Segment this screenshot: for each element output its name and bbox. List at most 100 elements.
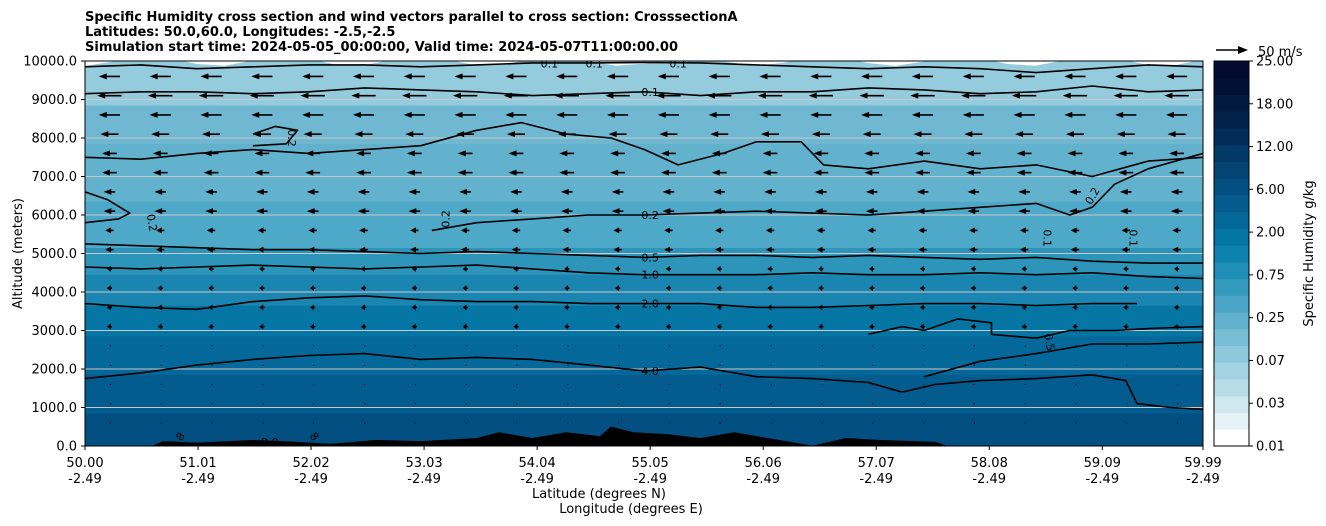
wind-vector	[1024, 422, 1026, 424]
wind-arrowhead	[1011, 92, 1020, 99]
contour-label: 0.2	[641, 209, 659, 222]
wind-vector	[668, 422, 671, 424]
wind-vector	[1024, 383, 1026, 386]
wind-arrowhead	[1123, 285, 1128, 292]
wind-arrowhead	[1165, 111, 1174, 118]
wind-arrowhead	[256, 188, 264, 195]
wind-arrowhead	[614, 265, 619, 272]
wind-arrowhead	[1064, 73, 1073, 80]
wind-arrowhead	[202, 131, 211, 138]
wind-arrowhead	[148, 92, 157, 99]
wind-arrowhead	[1164, 92, 1173, 99]
wind-arrowhead	[1067, 169, 1076, 176]
wind-vector	[465, 403, 467, 405]
wind-vector	[618, 383, 620, 386]
wind-vector	[1024, 364, 1026, 366]
wind-arrowhead	[454, 111, 463, 118]
wind-arrowhead	[562, 227, 569, 234]
contour-label: 0.1	[1127, 229, 1140, 247]
wind-arrowhead	[352, 111, 361, 118]
wind-arrowhead	[154, 188, 163, 195]
wind-arrowhead	[1072, 304, 1077, 311]
wind-arrowhead	[149, 73, 158, 80]
wind-arrowhead	[302, 111, 311, 118]
wind-arrowhead	[816, 227, 823, 234]
wind-arrowhead	[305, 169, 314, 176]
wind-arrowhead	[508, 150, 517, 157]
wind-arrowhead	[813, 169, 822, 176]
wind-arrowhead	[257, 246, 264, 253]
colorbar-segment	[1214, 295, 1249, 313]
wind-arrowhead	[1119, 208, 1128, 215]
wind-arrowhead	[454, 73, 463, 80]
wind-arrowhead	[256, 208, 264, 215]
wind-arrowhead	[762, 150, 771, 157]
wind-arrowhead	[867, 246, 874, 253]
title-line: Latitudes: 50.0,60.0, Longitudes: -2.5,-…	[85, 25, 395, 40]
wind-vector	[414, 422, 417, 424]
wind-arrowhead	[354, 131, 363, 138]
colorbar-tick-label: 12.00	[1256, 140, 1293, 155]
wind-arrowhead	[559, 150, 568, 157]
wind-arrowhead	[915, 150, 924, 157]
wind-arrowhead	[505, 111, 514, 118]
wind-arrowhead	[1165, 73, 1174, 80]
wind-arrowhead	[1116, 131, 1125, 138]
wind-arrowhead	[1113, 92, 1122, 99]
wind-arrowhead	[208, 285, 213, 292]
wind-arrowhead	[656, 92, 665, 99]
wind-arrowhead	[919, 304, 924, 311]
wind-vector	[567, 422, 569, 424]
wind-arrowhead	[613, 246, 620, 253]
wind-arrowhead	[1067, 150, 1076, 157]
wind-arrowhead	[1065, 131, 1074, 138]
colorbar-segment	[1214, 111, 1249, 129]
wind-vector	[1075, 403, 1077, 405]
wind-vector	[923, 364, 925, 366]
wind-vector	[1177, 383, 1179, 386]
wind-arrowhead	[1173, 304, 1178, 311]
y-axis-label: Altitude (meters)	[11, 198, 26, 309]
wind-vector	[414, 364, 417, 366]
x-axis: 50.00-2.4951.01-2.4952.02-2.4953.03-2.49…	[66, 446, 1222, 517]
wind-vector	[364, 345, 366, 347]
wind-vector	[262, 422, 264, 424]
wind-arrowhead	[251, 73, 260, 80]
colorbar-segment	[1214, 61, 1249, 79]
x-tick-label-latitude: 55.05	[632, 456, 669, 471]
wind-arrowhead	[157, 323, 162, 330]
colorbar-segment	[1214, 127, 1249, 146]
wind-vector	[313, 383, 315, 386]
y-tick-label: 4000.0	[32, 286, 78, 301]
wind-arrowhead	[970, 304, 975, 311]
wind-key-arrowhead	[1238, 46, 1248, 54]
wind-vector	[567, 383, 569, 386]
wind-arrowhead	[611, 208, 620, 215]
wind-arrowhead	[1015, 131, 1024, 138]
wind-arrowhead	[360, 265, 365, 272]
wind-arrowhead	[965, 150, 974, 157]
plot-area: 4.02.01.00.50.20.10.20.2 0.20.20.1 0.10.58…	[85, 61, 1203, 446]
x-tick-label-longitude: -2.49	[68, 472, 102, 487]
wind-arrowhead	[1013, 111, 1022, 118]
wind-arrowhead	[254, 169, 263, 176]
wind-arrowhead	[708, 73, 717, 80]
wind-vector	[160, 403, 162, 405]
wind-arrowhead	[918, 227, 925, 234]
wind-arrowhead	[911, 73, 920, 80]
wind-vector	[973, 422, 976, 424]
colorbar-tick-label: 0.25	[1256, 311, 1285, 326]
wind-vector	[414, 403, 417, 405]
wind-arrowhead	[662, 208, 671, 215]
wind-vector	[567, 364, 569, 366]
wind-arrowhead	[1019, 227, 1026, 234]
wind-arrowhead	[98, 73, 107, 80]
contour-line	[85, 352, 1203, 411]
wind-arrowhead	[716, 285, 721, 292]
humidity-band	[85, 94, 1203, 144]
wind-arrowhead	[564, 265, 569, 272]
x-tick-label-latitude: 58.08	[971, 456, 1008, 471]
wind-vector	[719, 422, 721, 424]
wind-arrowhead	[564, 285, 569, 292]
wind-arrowhead	[716, 304, 721, 311]
